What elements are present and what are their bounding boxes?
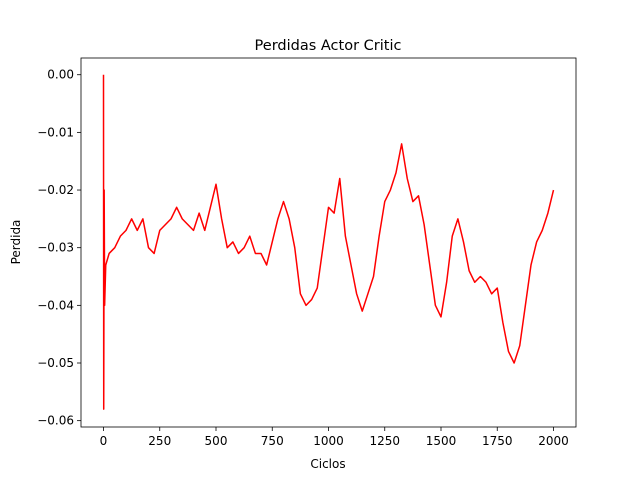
- x-tick-label: 1750: [482, 434, 513, 448]
- x-tick-label: 0: [100, 434, 108, 448]
- y-tick-label: −0.01: [37, 125, 74, 139]
- plot-frame: [80, 57, 577, 428]
- x-tick-label: 1250: [369, 434, 400, 448]
- data-line: [102, 74, 555, 410]
- y-tick-label: −0.03: [37, 241, 74, 255]
- chart-title: Perdidas Actor Critic: [255, 38, 402, 54]
- x-tick-label: 2000: [538, 434, 569, 448]
- y-tick-label: 0.00: [47, 68, 74, 82]
- x-tick-label: 250: [148, 434, 171, 448]
- x-tick-label: 1500: [426, 434, 457, 448]
- y-axis-label: Perdida: [9, 220, 23, 265]
- y-tick-label: −0.05: [37, 356, 74, 370]
- x-tick-label: 500: [205, 434, 228, 448]
- y-tick-label: −0.02: [37, 183, 74, 197]
- x-axis-label: Ciclos: [310, 457, 345, 471]
- x-tick-label: 750: [261, 434, 284, 448]
- y-tick-label: −0.06: [37, 414, 74, 428]
- y-tick-label: −0.04: [37, 298, 74, 312]
- x-tick-label: 1000: [313, 434, 344, 448]
